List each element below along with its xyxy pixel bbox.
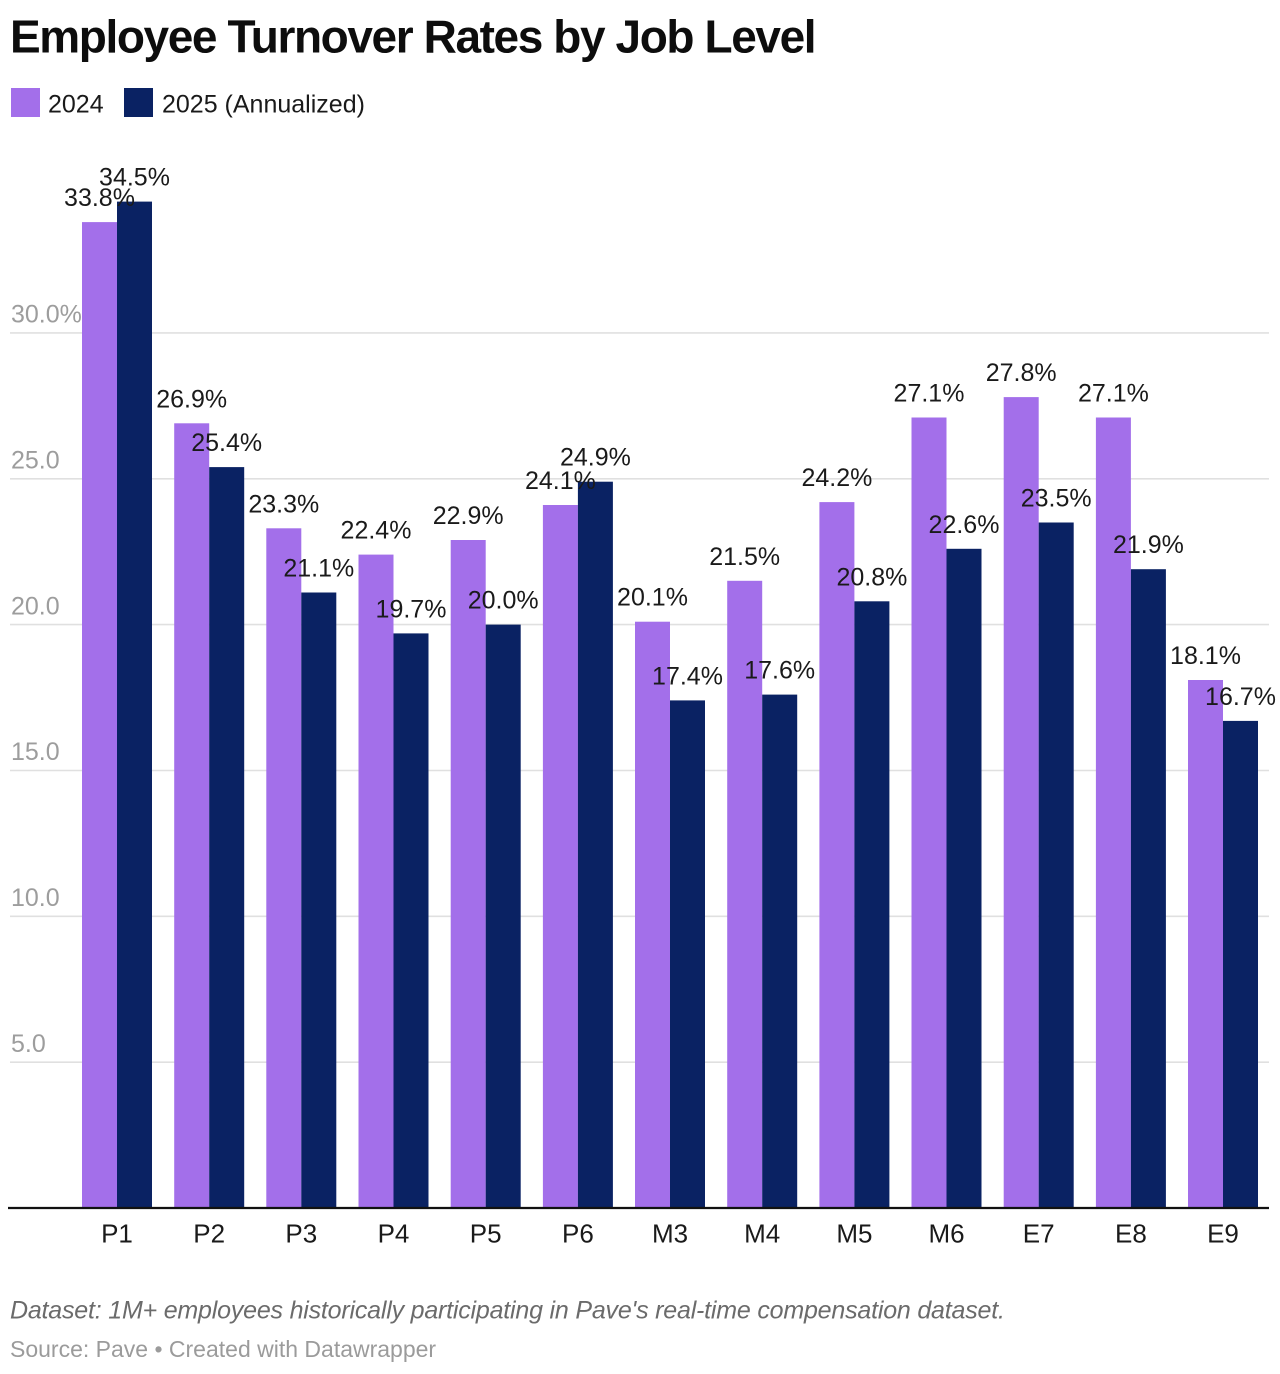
svg-text:22.4%: 22.4% xyxy=(341,517,412,545)
svg-text:Source: Pave • Created with Da: Source: Pave • Created with Datawrapper xyxy=(10,1336,436,1362)
svg-text:P5: P5 xyxy=(470,1219,502,1249)
svg-text:23.5%: 23.5% xyxy=(1021,485,1092,513)
svg-text:2024: 2024 xyxy=(48,91,104,119)
svg-text:25.4%: 25.4% xyxy=(191,429,262,457)
svg-text:M4: M4 xyxy=(744,1219,780,1249)
svg-text:P3: P3 xyxy=(285,1219,317,1249)
svg-text:Employee Turnover Rates by Job: Employee Turnover Rates by Job Level xyxy=(10,11,815,63)
svg-text:2025 (Annualized): 2025 (Annualized) xyxy=(162,91,365,119)
svg-text:18.1%: 18.1% xyxy=(1170,642,1241,670)
svg-text:P2: P2 xyxy=(193,1219,225,1249)
svg-text:M6: M6 xyxy=(928,1219,964,1249)
svg-text:27.1%: 27.1% xyxy=(894,380,965,408)
svg-text:20.8%: 20.8% xyxy=(836,563,907,591)
svg-text:22.6%: 22.6% xyxy=(929,511,1000,539)
svg-text:27.8%: 27.8% xyxy=(986,359,1057,387)
svg-text:34.5%: 34.5% xyxy=(99,164,170,192)
svg-text:M5: M5 xyxy=(836,1219,872,1249)
svg-text:27.1%: 27.1% xyxy=(1078,380,1149,408)
svg-text:23.3%: 23.3% xyxy=(248,490,319,518)
svg-text:Dataset: 1M+ employees histori: Dataset: 1M+ employees historically part… xyxy=(10,1297,1005,1325)
svg-text:10.0: 10.0 xyxy=(11,884,60,912)
svg-text:M3: M3 xyxy=(652,1219,688,1249)
svg-text:24.1%: 24.1% xyxy=(525,467,596,495)
svg-text:24.2%: 24.2% xyxy=(801,464,872,492)
svg-text:24.9%: 24.9% xyxy=(560,444,631,472)
svg-text:20.0: 20.0 xyxy=(11,592,60,620)
svg-text:P4: P4 xyxy=(378,1219,410,1249)
svg-text:15.0: 15.0 xyxy=(11,738,60,766)
svg-text:20.1%: 20.1% xyxy=(617,584,688,612)
svg-text:17.4%: 17.4% xyxy=(652,662,723,690)
svg-text:22.9%: 22.9% xyxy=(433,502,504,530)
svg-text:E9: E9 xyxy=(1207,1219,1239,1249)
svg-text:26.9%: 26.9% xyxy=(156,385,227,413)
svg-text:16.7%: 16.7% xyxy=(1205,683,1276,711)
svg-text:P1: P1 xyxy=(101,1219,133,1249)
svg-text:19.7%: 19.7% xyxy=(376,595,447,623)
svg-text:20.0%: 20.0% xyxy=(468,587,539,615)
svg-text:21.1%: 21.1% xyxy=(283,555,354,583)
svg-text:17.6%: 17.6% xyxy=(744,657,815,685)
svg-text:P6: P6 xyxy=(562,1219,594,1249)
svg-text:E7: E7 xyxy=(1023,1219,1055,1249)
svg-text:21.5%: 21.5% xyxy=(709,543,780,571)
svg-text:33.8%: 33.8% xyxy=(64,184,135,212)
svg-text:25.0: 25.0 xyxy=(11,446,60,474)
svg-text:E8: E8 xyxy=(1115,1219,1147,1249)
svg-text:21.9%: 21.9% xyxy=(1113,531,1184,559)
svg-text:30.0%: 30.0% xyxy=(11,301,82,329)
svg-text:5.0: 5.0 xyxy=(11,1030,46,1058)
